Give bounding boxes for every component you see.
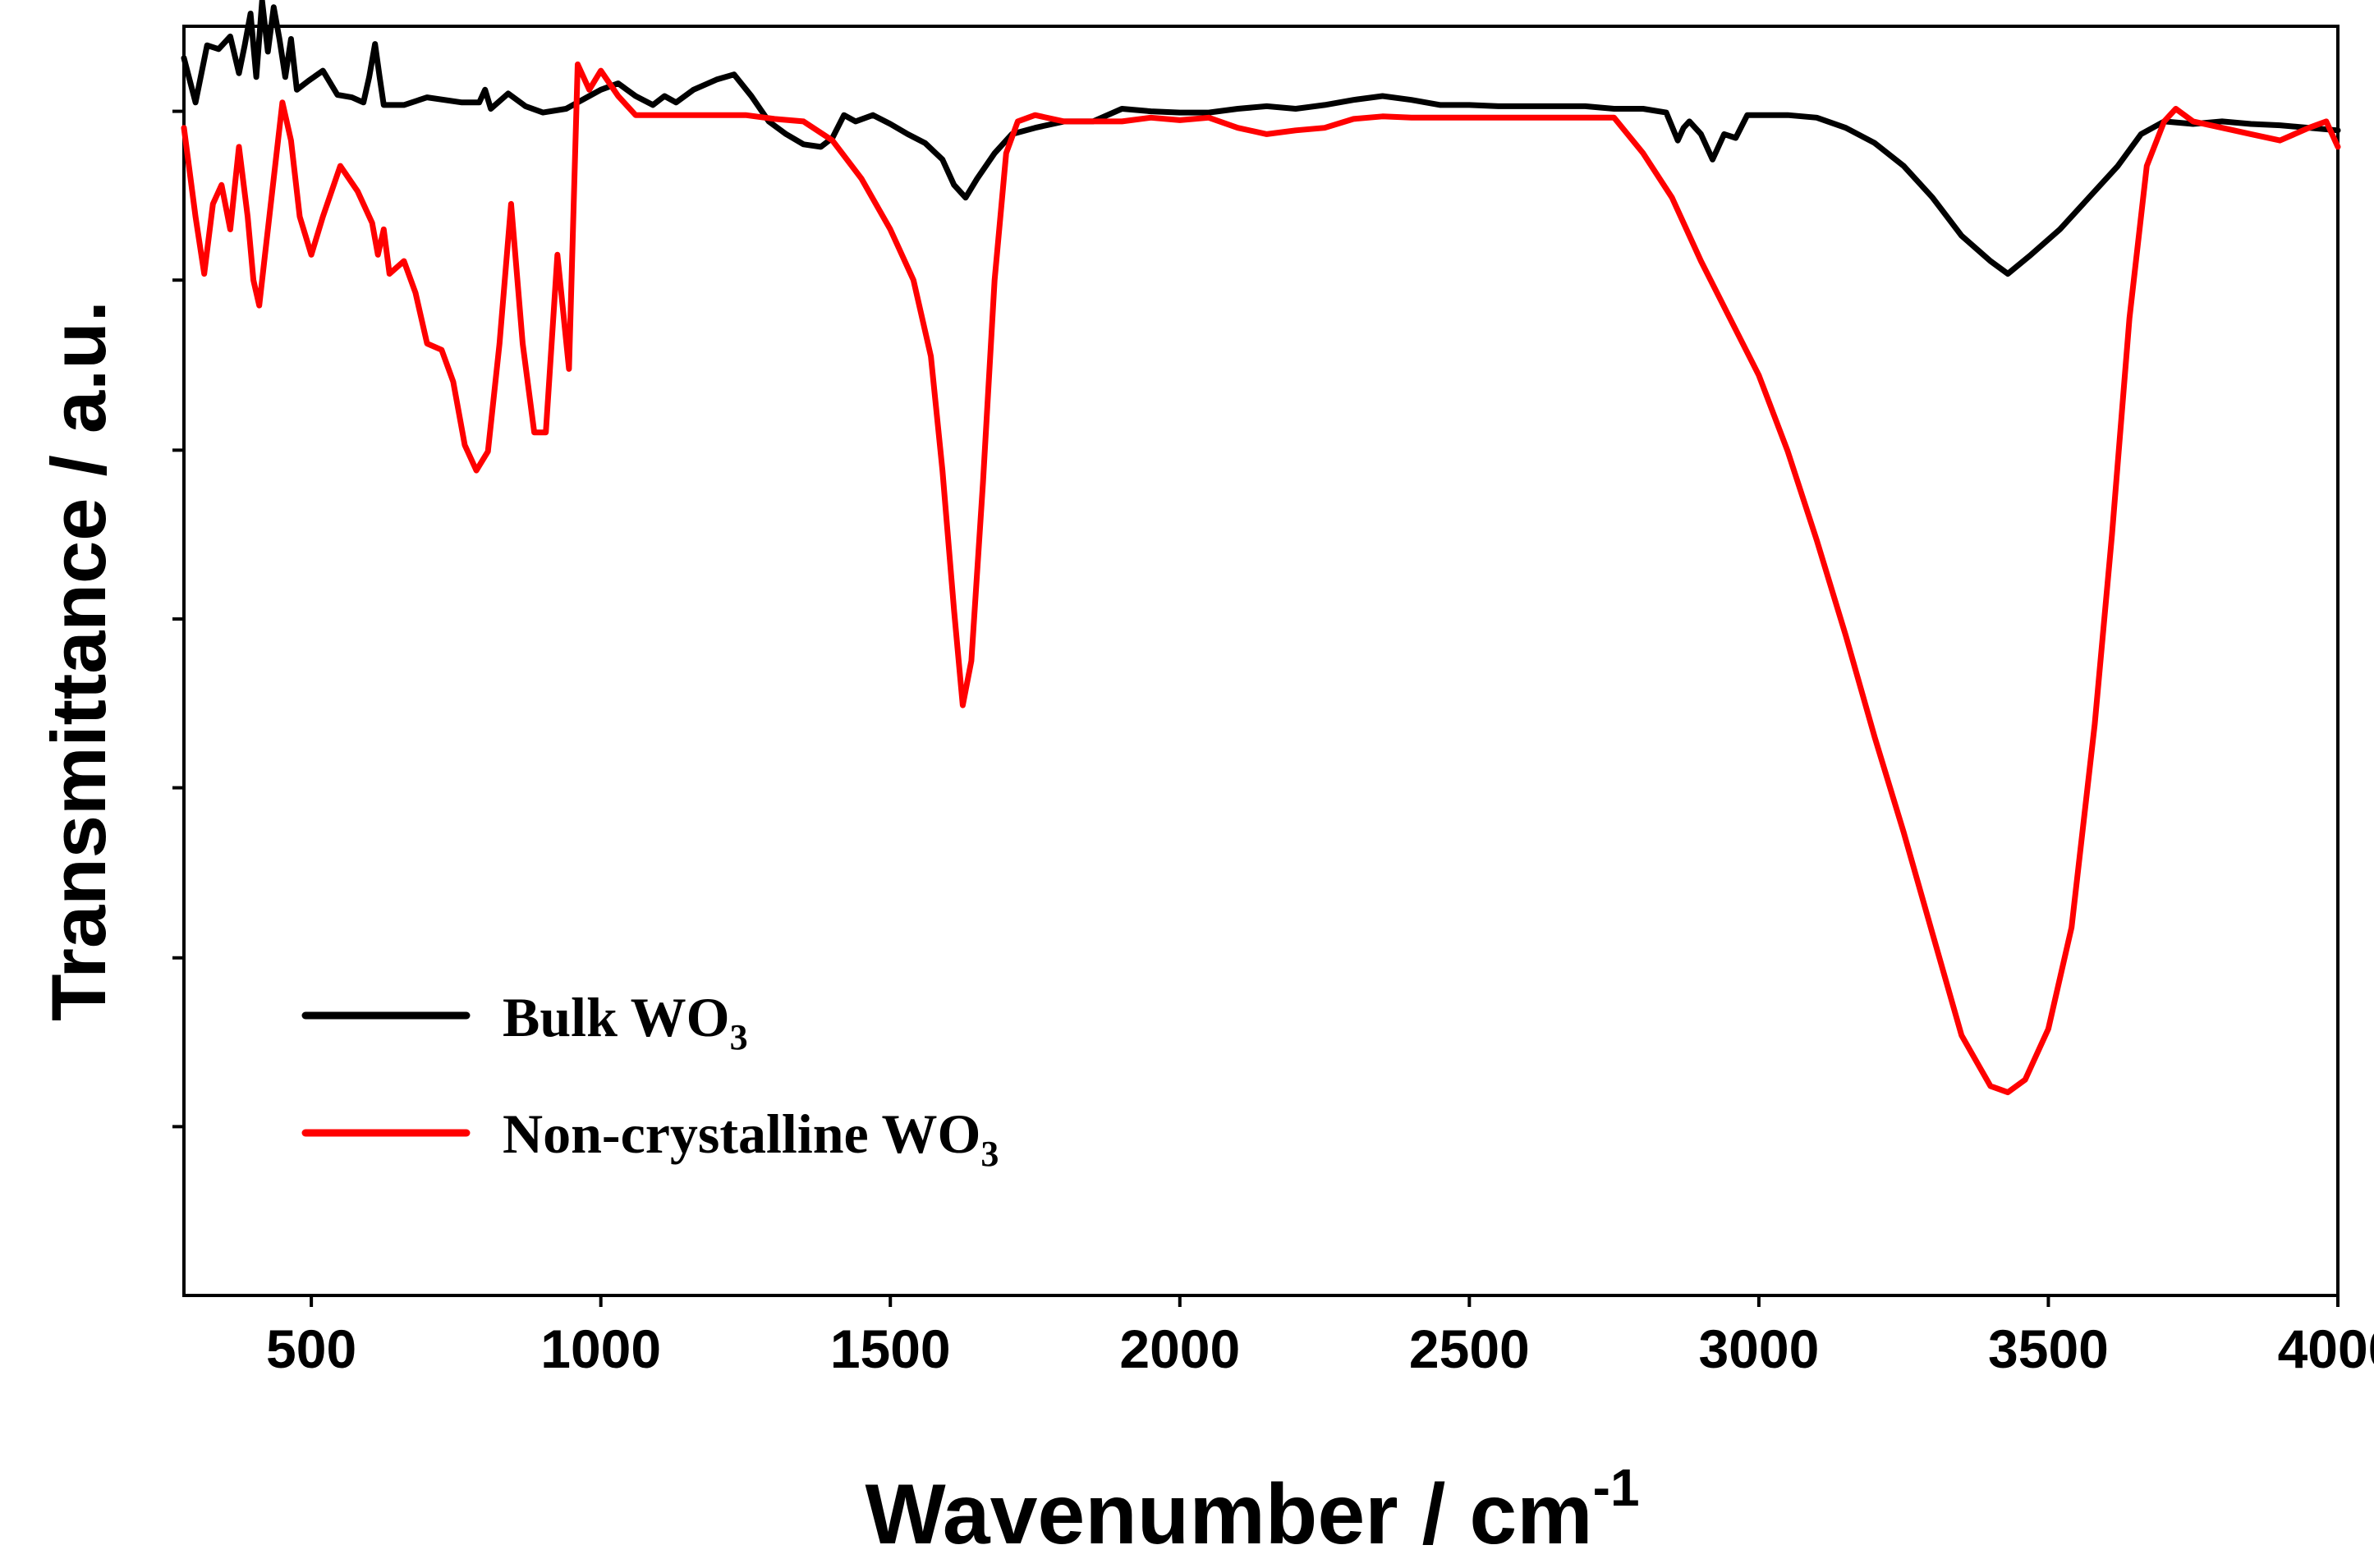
series-line-non-crystalline: [181, 61, 2341, 1096]
x-tick-label: 4000: [2278, 1318, 2374, 1379]
x-axis-title-superscript: -1: [1593, 1458, 1640, 1517]
legend-label-bulk: Bulk WO3: [503, 986, 748, 1057]
y-axis-ticks: [172, 109, 184, 1129]
series-lines: [181, 0, 2341, 1096]
x-tick-label: 3000: [1698, 1318, 1819, 1379]
x-tick-label: 1500: [830, 1318, 951, 1379]
y-axis-title: Transmittance / a.u.: [35, 300, 122, 1021]
x-axis-title-text: Wavenumber / cm: [865, 1467, 1592, 1562]
x-tick-label: 500: [266, 1318, 356, 1379]
legend: Bulk WO3 Non-crystalline WO3: [301, 986, 999, 1174]
x-tick-label: 3500: [1988, 1318, 2109, 1379]
x-axis-title: Wavenumber / cm-1: [865, 1458, 1639, 1562]
legend-label-non-crystalline: Non-crystalline WO3: [503, 1103, 999, 1174]
x-axis-ticks: [310, 1295, 2340, 1307]
x-tick-label: 2000: [1119, 1318, 1240, 1379]
plot-frame: [182, 25, 2340, 1297]
x-axis-tick-labels: 500 1000 1500 2000 2500 3000 3500 4000: [266, 1318, 2374, 1379]
x-tick-label: 1000: [540, 1318, 661, 1379]
x-tick-label: 2500: [1409, 1318, 1530, 1379]
series-line-bulk: [181, 0, 2341, 277]
